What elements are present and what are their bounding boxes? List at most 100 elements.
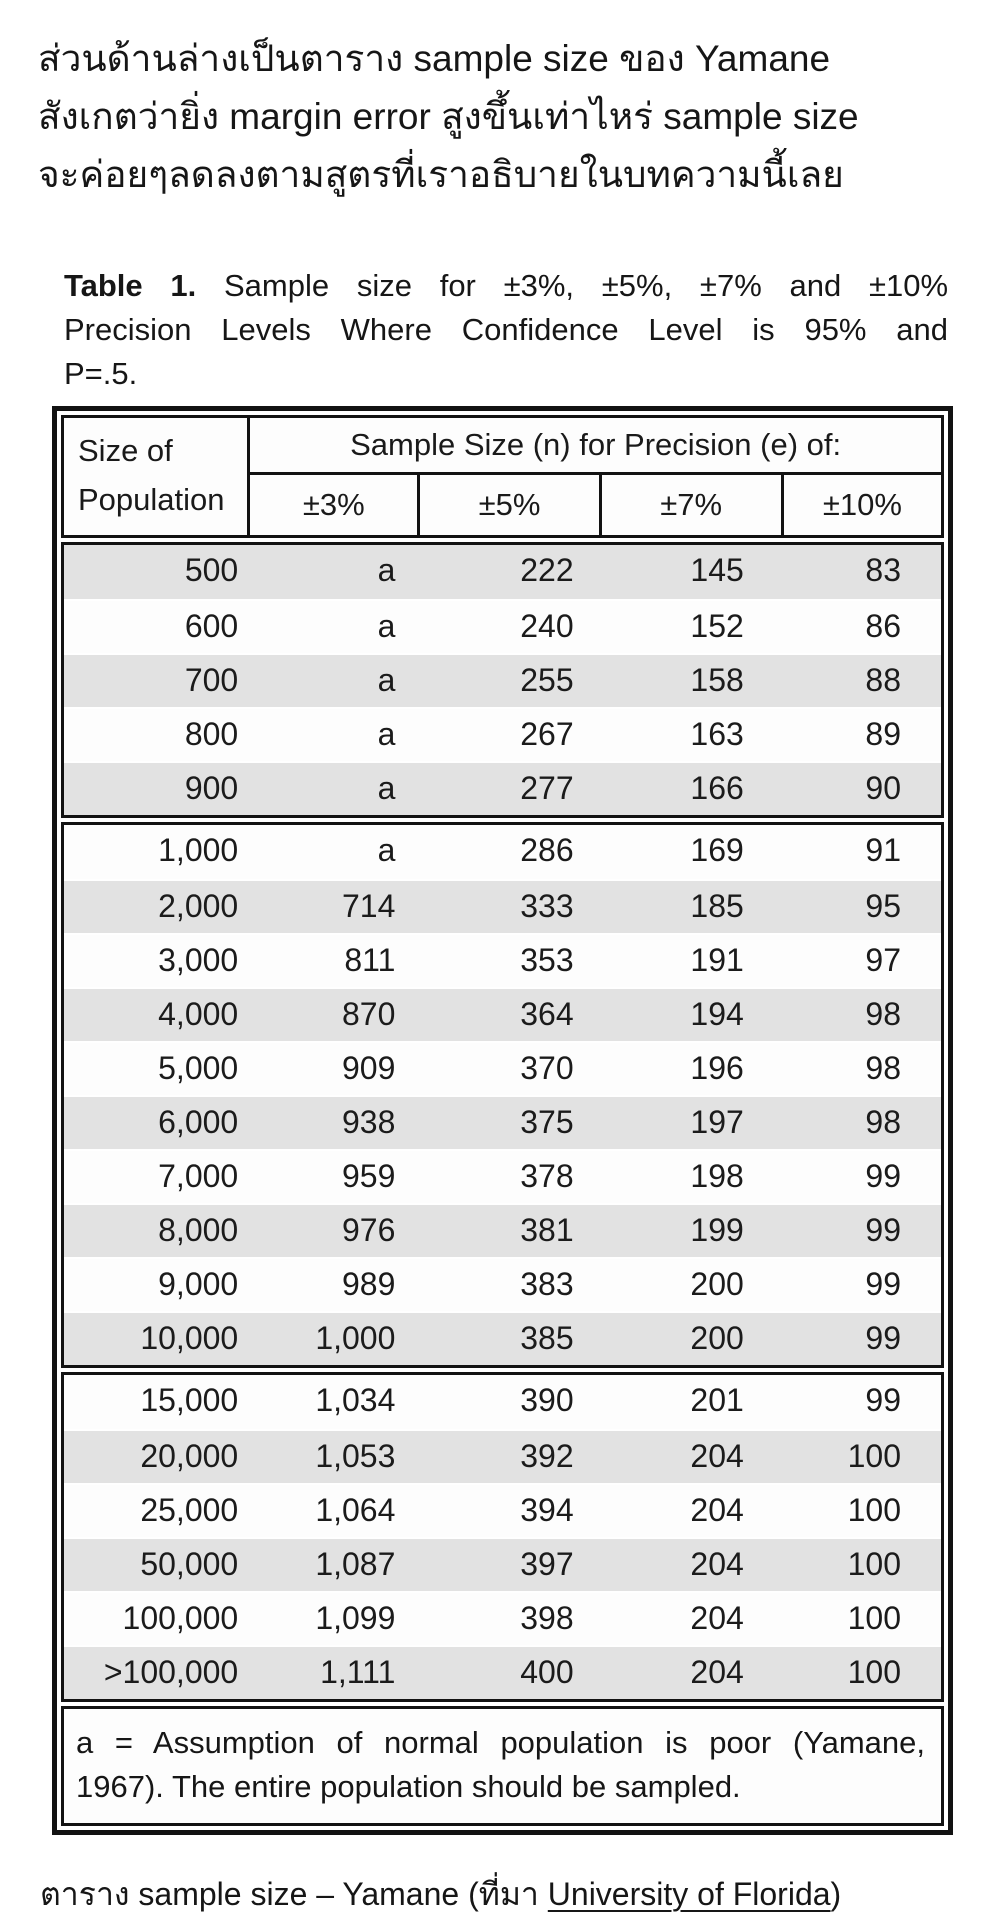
cell-3pct: 1,053	[315, 1438, 396, 1474]
intro-line-3: จะค่อยๆลดลงตามสูตรที่เราอธิบายในบทความนี…	[38, 154, 844, 195]
cell-7pct: 204	[690, 1654, 744, 1690]
cell-5pct: 222	[520, 552, 574, 588]
cell-5pct: 383	[520, 1266, 574, 1302]
cell-3pct: a	[377, 662, 396, 698]
table-row: 600 a 240 152 86	[64, 599, 941, 653]
cell-5pct: 267	[520, 716, 574, 752]
table-footnote: a = Assumption of normal population is p…	[61, 1706, 944, 1826]
cell-7pct: 169	[690, 832, 744, 868]
cell-10pct: 98	[865, 996, 901, 1032]
cell-3pct: 1,064	[315, 1492, 396, 1528]
cell-3pct: 811	[344, 942, 396, 978]
intro-line-2: สังเกตว่ายิ่ง margin error สูงขึ้นเท่าไห…	[38, 96, 859, 137]
cell-population: 100,000	[122, 1600, 239, 1636]
cell-10pct: 99	[865, 1266, 901, 1302]
cell-5pct: 378	[520, 1158, 574, 1194]
table-number-label: Table 1.	[64, 268, 197, 303]
cell-10pct: 95	[865, 888, 901, 924]
cell-population: 15,000	[140, 1382, 239, 1418]
cell-7pct: 197	[690, 1104, 744, 1140]
table-section-2: 1,000 a 286 169 91 2,000 714 333 185 95 3,000 811 35…	[61, 822, 944, 1368]
cell-10pct: 97	[865, 942, 901, 978]
cell-population: 500	[184, 552, 239, 588]
cell-7pct: 198	[690, 1158, 744, 1194]
cell-population: 50,000	[140, 1546, 239, 1582]
caption-suffix: )	[830, 1876, 842, 1912]
cell-3pct: 909	[342, 1050, 396, 1086]
cell-7pct: 191	[690, 942, 744, 978]
cell-5pct: 375	[520, 1104, 574, 1140]
cell-10pct: 99	[865, 1212, 901, 1248]
cell-7pct: 158	[690, 662, 744, 698]
cell-10pct: 100	[847, 1600, 901, 1636]
table-title-line-1: Table 1. Sample size for ±3%, ±5%, ±7% a…	[64, 264, 948, 308]
cell-10pct: 100	[847, 1492, 901, 1528]
table-row: 10,000 1,000 385 200 99	[64, 1311, 941, 1365]
cell-5pct: 381	[520, 1212, 574, 1248]
cell-population: 5,000	[158, 1050, 239, 1086]
cell-5pct: 392	[520, 1438, 574, 1474]
sample-size-table: Size of Population Sample Size (n) for P…	[52, 406, 953, 1835]
cell-5pct: 240	[520, 608, 574, 644]
header-population: Population	[78, 482, 225, 518]
cell-population: 20,000	[140, 1438, 239, 1474]
intro-line-1: ส่วนด้านล่างเป็นตาราง sample size ของ Ya…	[38, 38, 831, 79]
footnote-line-2: 1967). The entire population should be s…	[76, 1769, 741, 1804]
cell-7pct: 163	[690, 716, 744, 752]
header-precision-7pct: ±7%	[598, 475, 781, 535]
cell-3pct: a	[377, 770, 396, 806]
cell-10pct: 100	[847, 1546, 901, 1582]
cell-3pct: 1,000	[315, 1320, 396, 1356]
intro-paragraph: ส่วนด้านล่างเป็นตาราง sample size ของ Ya…	[38, 30, 965, 204]
cell-7pct: 204	[690, 1600, 744, 1636]
cell-7pct: 200	[690, 1320, 744, 1356]
header-precision-10pct: ±10%	[780, 475, 941, 535]
cell-5pct: 390	[520, 1382, 574, 1418]
cell-10pct: 99	[865, 1320, 901, 1356]
cell-10pct: 98	[865, 1050, 901, 1086]
table-row: 900 a 277 166 90	[64, 761, 941, 815]
source-link[interactable]: University of Florida	[547, 1876, 831, 1912]
table-row: 800 a 267 163 89	[64, 707, 941, 761]
cell-population: 10,000	[140, 1320, 239, 1356]
cell-3pct: 1,111	[320, 1654, 396, 1690]
cell-7pct: 145	[690, 552, 744, 588]
cell-population: 600	[184, 608, 239, 644]
table-row: 15,000 1,034 390 201 99	[64, 1375, 941, 1429]
table-row: 20,000 1,053 392 204 100	[64, 1429, 941, 1483]
table-row: 500 a 222 145 83	[64, 545, 941, 599]
cell-population: 900	[184, 770, 239, 806]
table-title-line-2: Precision Levels Where Confidence Level …	[64, 312, 948, 347]
cell-5pct: 370	[520, 1050, 574, 1086]
cell-10pct: 100	[847, 1654, 901, 1690]
cell-10pct: 100	[847, 1438, 901, 1474]
cell-7pct: 199	[690, 1212, 744, 1248]
cell-population: 3,000	[158, 942, 239, 978]
cell-5pct: 353	[520, 942, 574, 978]
cell-7pct: 166	[690, 770, 744, 806]
table-row: 50,000 1,087 397 204 100	[64, 1537, 941, 1591]
table-row: 9,000 989 383 200 99	[64, 1257, 941, 1311]
table-row: 2,000 714 333 185 95	[64, 879, 941, 933]
cell-3pct: 1,099	[315, 1600, 396, 1636]
table-row: 8,000 976 381 199 99	[64, 1203, 941, 1257]
cell-7pct: 201	[690, 1382, 744, 1418]
table-row: 1,000 a 286 169 91	[64, 825, 941, 879]
cell-population: 2,000	[158, 888, 239, 924]
table-title-line-3: P=.5.	[64, 356, 138, 391]
cell-population: 4,000	[158, 996, 239, 1032]
cell-3pct: a	[377, 832, 396, 868]
cell-3pct: a	[377, 608, 396, 644]
cell-5pct: 398	[520, 1600, 574, 1636]
cell-5pct: 364	[520, 996, 574, 1032]
header-size-of-population: Size of Population	[64, 418, 251, 535]
cell-7pct: 196	[690, 1050, 744, 1086]
table-title-line-1-rest: Sample size for ±3%, ±5%, ±7% and ±10%	[196, 268, 949, 303]
cell-5pct: 397	[520, 1546, 574, 1582]
cell-7pct: 204	[690, 1546, 744, 1582]
cell-3pct: 976	[342, 1212, 396, 1248]
cell-10pct: 91	[865, 832, 901, 868]
table-row: 7,000 959 378 198 99	[64, 1149, 941, 1203]
cell-3pct: 1,034	[315, 1382, 396, 1418]
